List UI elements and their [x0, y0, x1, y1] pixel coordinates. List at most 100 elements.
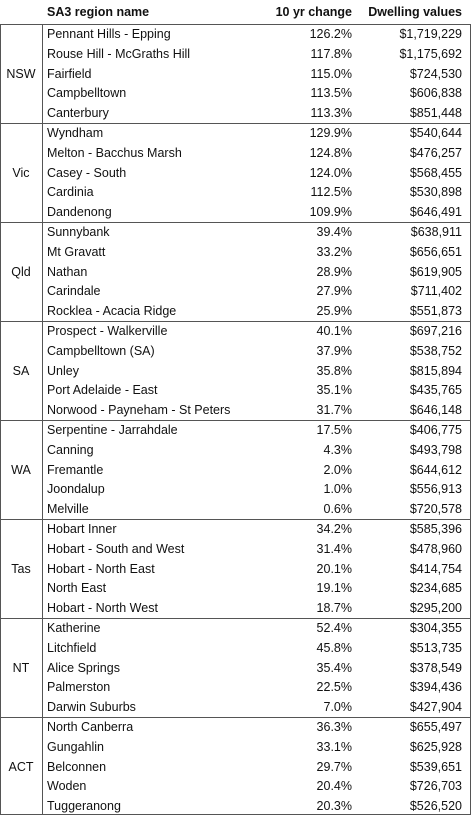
- region-name: Prospect - Walkerville: [47, 324, 168, 338]
- change: 113.5%: [310, 86, 352, 101]
- change: 40.1%: [316, 324, 352, 338]
- change: 20.3%: [316, 799, 352, 814]
- dwelling-value: $539,651: [409, 759, 462, 774]
- change: 1.0%: [323, 482, 353, 497]
- dwelling-value: $478,960: [409, 541, 462, 556]
- change: 112.5%: [310, 185, 352, 200]
- dwelling-value: $526,520: [409, 799, 462, 814]
- dwelling-value: $234,685: [409, 581, 462, 596]
- region-name: Hobart - North West: [47, 601, 158, 616]
- region-name: Canning: [47, 442, 94, 457]
- region-name: Hobart - North East: [47, 561, 155, 576]
- dwelling-value: $427,904: [409, 700, 462, 715]
- border: [0, 24, 1, 815]
- dwelling-value: $724,530: [409, 66, 462, 81]
- region-name: Pennant Hills - Epping: [47, 27, 171, 41]
- region-name: Mt Gravatt: [47, 244, 106, 259]
- change: 31.7%: [316, 403, 352, 418]
- border: [0, 123, 471, 124]
- region-name: Melville: [47, 502, 89, 517]
- change: 25.9%: [316, 304, 352, 319]
- region-name: Norwood - Payneham - St Peters: [47, 403, 231, 418]
- change: 115.0%: [310, 66, 352, 81]
- change: 17.5%: [316, 423, 352, 437]
- dwelling-value: $530,898: [409, 185, 462, 200]
- change: 113.3%: [310, 106, 352, 121]
- region-name: Casey - South: [47, 165, 127, 180]
- region-name: Carindale: [47, 284, 101, 299]
- change: 126.2%: [309, 27, 352, 41]
- change: 109.9%: [309, 205, 352, 220]
- region-name: Katherine: [47, 621, 101, 635]
- change: 20.4%: [316, 779, 352, 794]
- region-name: Fremantle: [47, 462, 104, 477]
- change: 28.9%: [316, 264, 352, 279]
- dwelling-value: $476,257: [409, 145, 462, 160]
- region-name: Litchfield: [47, 640, 97, 655]
- dwelling-value: $540,644: [409, 126, 462, 140]
- change: 124.0%: [309, 165, 352, 180]
- dwelling-value: $406,775: [409, 423, 462, 437]
- region-name: Campbelltown (SA): [47, 343, 155, 358]
- border: [0, 519, 471, 520]
- change: 29.7%: [316, 759, 352, 774]
- dwelling-value: $711,402: [410, 284, 462, 299]
- change: 52.4%: [316, 621, 352, 635]
- change: 7.0%: [323, 700, 353, 715]
- change: 19.1%: [316, 581, 352, 596]
- dwelling-value: $656,651: [409, 244, 462, 259]
- change: 117.8%: [310, 46, 352, 61]
- dwelling-value: $815,894: [409, 363, 462, 378]
- dwelling-value: $697,216: [409, 324, 462, 338]
- change: 18.7%: [316, 601, 352, 616]
- dwelling-value: $295,200: [409, 601, 462, 616]
- change: 31.4%: [316, 541, 352, 556]
- state-label: NSW: [6, 66, 36, 81]
- region-name: Belconnen: [47, 759, 107, 774]
- region-name: Gungahlin: [47, 739, 104, 754]
- change: 20.1%: [316, 561, 352, 576]
- dwelling-value: $513,735: [409, 640, 462, 655]
- dwelling-value: $625,928: [409, 739, 462, 754]
- state-label: Tas: [11, 561, 31, 576]
- change: 35.8%: [316, 363, 352, 378]
- state-label: SA: [12, 363, 30, 378]
- change: 22.5%: [316, 680, 352, 695]
- region-name: Cardinia: [47, 185, 94, 200]
- region-name: Melton - Bacchus Marsh: [47, 145, 182, 160]
- region-name: Woden: [47, 779, 87, 794]
- region-name: Wyndham: [47, 126, 104, 140]
- dwelling-value: $655,497: [409, 720, 462, 734]
- change: 33.1%: [316, 739, 352, 754]
- region-name: Tuggeranong: [47, 799, 121, 814]
- region-name: Rouse Hill - McGraths Hill: [47, 46, 191, 61]
- region-name: Joondalup: [47, 482, 105, 497]
- state-label: WA: [11, 462, 31, 477]
- dwelling-value: $378,549: [409, 660, 462, 675]
- state-label: Vic: [12, 165, 30, 180]
- change: 2.0%: [323, 462, 353, 477]
- change: 39.4%: [316, 225, 352, 239]
- region-name: Nathan: [47, 264, 88, 279]
- state-label: Qld: [11, 264, 31, 279]
- region-name: North Canberra: [47, 720, 134, 734]
- change: 0.6%: [323, 502, 353, 517]
- region-name: Hobart - South and West: [47, 541, 185, 556]
- dwelling-value: $435,765: [409, 383, 462, 398]
- header-cell: 10 yr change: [275, 5, 352, 19]
- header-cell: Dwelling values: [368, 5, 462, 19]
- region-name: North East: [47, 581, 107, 596]
- region-name: Campbelltown: [47, 86, 127, 101]
- change: 4.3%: [323, 442, 353, 457]
- change: 33.2%: [316, 244, 352, 259]
- region-name: Fairfield: [47, 66, 92, 81]
- change: 124.8%: [309, 145, 352, 160]
- state-label: NT: [12, 660, 30, 675]
- region-name: Serpentine - Jarrahdale: [47, 423, 178, 437]
- border: [0, 717, 471, 718]
- region-name: Alice Springs: [47, 660, 120, 675]
- change: 34.2%: [316, 522, 352, 536]
- dwelling-value: $644,612: [409, 462, 462, 477]
- dwelling-value: $638,911: [410, 225, 462, 239]
